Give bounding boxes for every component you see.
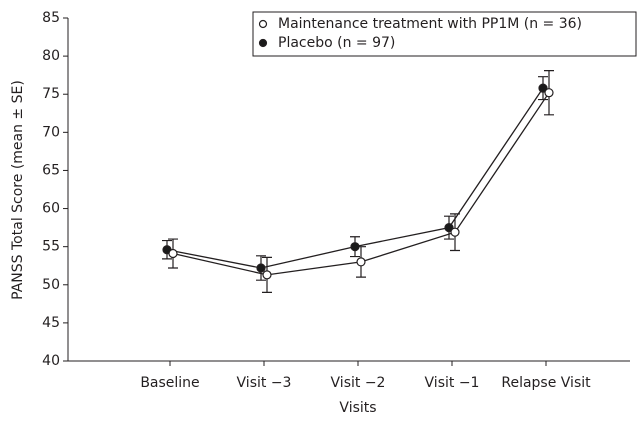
data-point (350, 242, 360, 252)
y-tick-label: 65 (42, 162, 60, 178)
x-tick-label: Baseline (140, 375, 199, 391)
data-point (262, 270, 272, 280)
y-tick-label: 80 (42, 48, 60, 64)
y-tick-label: 55 (42, 239, 60, 255)
x-tick-label: Visit −1 (425, 375, 480, 391)
data-point (450, 227, 460, 237)
x-tick-label: Relapse Visit (501, 375, 591, 391)
y-axis-label: PANSS Total Score (mean ± SE) (10, 80, 26, 300)
x-tick-label: Visit −3 (237, 375, 292, 391)
y-tick-label: 75 (42, 86, 60, 102)
data-point (256, 263, 266, 273)
legend-marker (258, 38, 268, 48)
y-tick-label: 50 (42, 277, 60, 293)
data-point (538, 83, 548, 93)
y-tick-label: 45 (42, 315, 60, 331)
y-tick-label: 40 (42, 353, 60, 369)
legend-label: Maintenance treatment with PP1M (n = 36) (278, 16, 582, 32)
y-tick-label: 85 (42, 10, 60, 26)
data-point (356, 257, 366, 267)
legend-box (252, 11, 637, 57)
x-axis-label: Visits (339, 400, 376, 416)
x-tick-label: Visit −2 (331, 375, 386, 391)
data-point (544, 88, 554, 98)
data-point (444, 223, 454, 233)
y-tick-label: 60 (42, 201, 60, 217)
legend-marker (258, 19, 268, 29)
legend-label: Placebo (n = 97) (278, 35, 395, 51)
data-point (168, 248, 178, 259)
y-tick-label: 70 (42, 124, 60, 140)
